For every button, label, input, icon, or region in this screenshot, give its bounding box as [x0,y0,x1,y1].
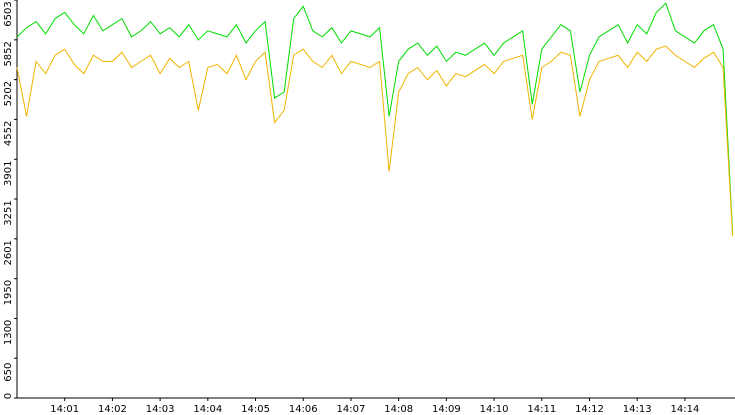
x-tick-label: 14:11 [527,404,556,415]
x-tick-label: 14:08 [384,404,413,415]
series-line [16,2,734,233]
x-tick-label: 14:06 [289,404,318,415]
x-tick-label: 14:05 [241,404,270,415]
y-tick-label: 3251 [3,200,14,225]
x-tick-label: 14:13 [623,404,652,415]
y-tick-label: 4552 [3,121,14,146]
y-tick-label: 2601 [3,240,14,265]
x-tick-label: 14:04 [193,404,222,415]
y-tick-label: 0 [3,393,14,399]
y-tick-label: 5852 [3,41,14,66]
x-tick-label: 14:02 [98,404,127,415]
x-tick-label: 14:07 [337,404,366,415]
x-tick-label: 14:14 [670,404,699,415]
x-tick-label: 14:03 [146,404,175,415]
x-tick-label: 14:09 [432,404,461,415]
y-tick-label: 5202 [3,81,14,106]
y-tick-label: 1950 [3,280,14,305]
x-tick-label: 14:12 [575,404,604,415]
y-tick-label: 6503 [3,1,14,26]
x-tick-label: 14:01 [50,404,79,415]
series-line [16,45,734,236]
x-tick-label: 14:10 [480,404,509,415]
y-tick-label: 650 [3,363,14,382]
y-tick-label: 3901 [3,161,14,186]
y-tick-label: 1300 [3,320,14,345]
